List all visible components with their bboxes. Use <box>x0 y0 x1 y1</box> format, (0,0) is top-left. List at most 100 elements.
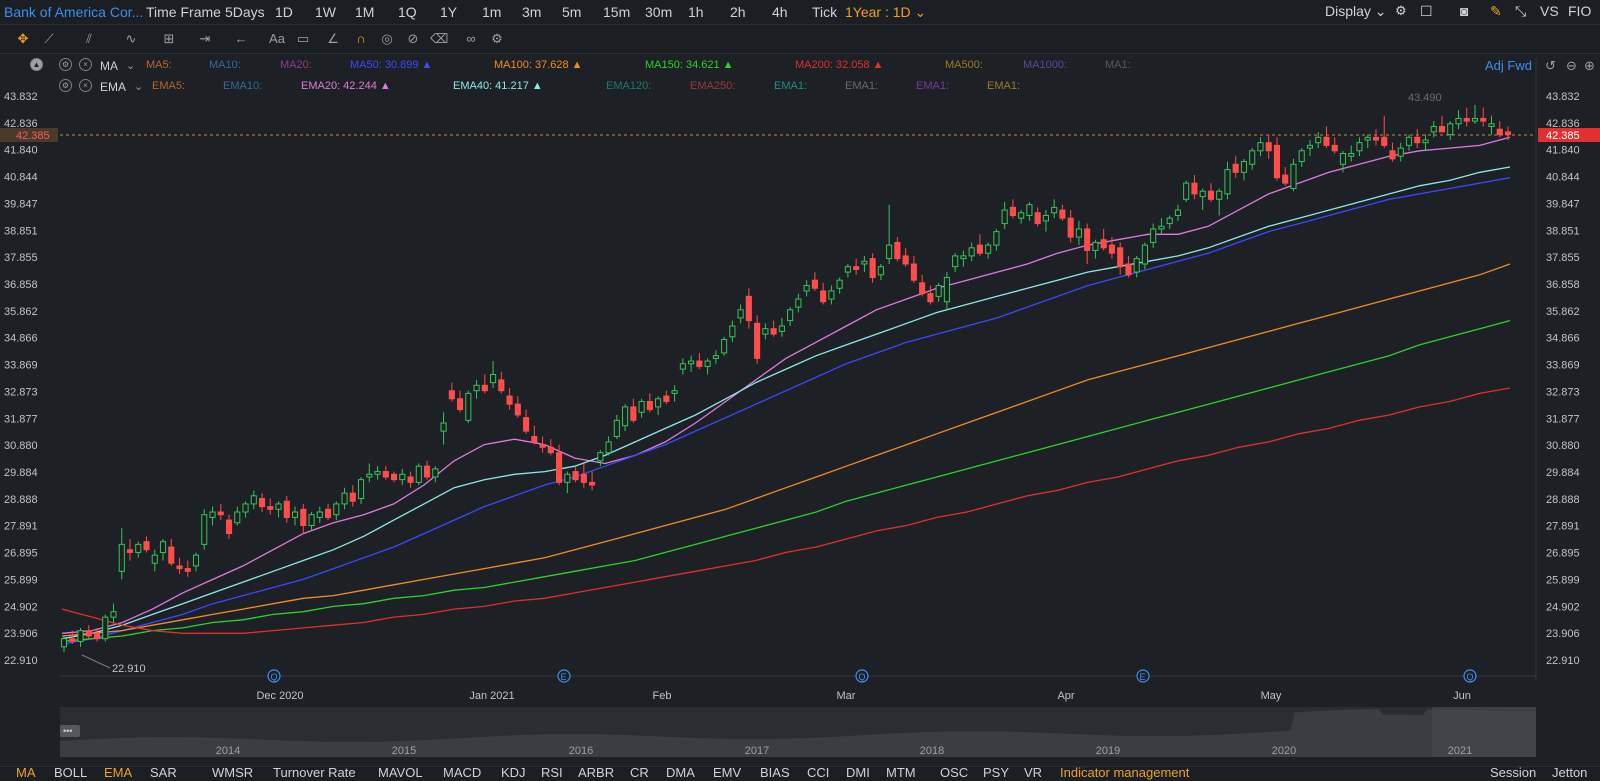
ma-close-icon[interactable]: × <box>79 58 92 71</box>
pencil-icon[interactable]: ✎ <box>1490 3 1502 19</box>
chevron-down-icon[interactable]: ⌄ <box>126 60 136 72</box>
x-tick-label: Jan 2021 <box>469 690 514 702</box>
trash-icon[interactable]: ⌫ <box>430 31 449 46</box>
timeframe-1y[interactable]: 1Y <box>440 4 458 20</box>
ma-name[interactable]: MA <box>100 59 118 73</box>
tab-kdj[interactable]: KDJ <box>501 766 526 780</box>
tab-mtm[interactable]: MTM <box>886 766 916 780</box>
candle-body <box>424 465 431 478</box>
ema-close-icon[interactable]: × <box>79 79 92 92</box>
gear-icon[interactable]: ⚙ <box>491 31 503 46</box>
hide-icon[interactable]: ⊘ <box>407 31 419 46</box>
tab-session[interactable]: Session <box>1490 766 1537 780</box>
timeframe-tick[interactable]: Tick <box>812 4 838 20</box>
ruler-icon[interactable]: ∠ <box>327 31 339 46</box>
tab-turnover-rate[interactable]: Turnover Rate <box>273 766 356 780</box>
tab-cr[interactable]: CR <box>630 766 649 780</box>
ema-settings-icon[interactable]: ⚙ <box>59 79 72 92</box>
link-icon[interactable]: ∞ <box>466 31 476 46</box>
candle-body <box>250 495 257 505</box>
timeframe-5m[interactable]: 5m <box>562 4 582 20</box>
magnet-icon[interactable]: ∩ <box>356 31 366 46</box>
timeframe-30m[interactable]: 30m <box>645 4 673 20</box>
timeframe-1d[interactable]: 1D <box>275 4 293 20</box>
comment-icon[interactable]: ▭ <box>296 31 310 46</box>
ma-settings-icon[interactable]: ⚙ <box>59 58 72 71</box>
symbol-name[interactable]: Bank of America Cor... <box>4 4 144 20</box>
y-tick-right: 25.899 <box>1546 574 1580 586</box>
fullscreen-icon[interactable]: ⤡ <box>1515 3 1527 19</box>
undo-icon[interactable]: ↺ <box>1545 58 1556 73</box>
timeframe-2h[interactable]: 2h <box>730 4 746 20</box>
text-tool-icon[interactable]: Aa <box>269 31 285 46</box>
tab-dma[interactable]: DMA <box>666 766 695 780</box>
y-tick-left: 38.851 <box>4 225 38 237</box>
candle-body <box>1273 144 1281 179</box>
display-menu[interactable]: Display ⌄ <box>1325 3 1387 19</box>
trendline-icon[interactable]: ⟋ <box>44 31 54 46</box>
candle-body <box>1141 244 1148 265</box>
candle-body <box>225 519 233 535</box>
tab-cci[interactable]: CCI <box>807 766 830 780</box>
tab-macd[interactable]: MACD <box>443 766 482 780</box>
chevron-down-icon[interactable]: ⌄ <box>134 81 144 93</box>
settings-icon[interactable]: ⚙ <box>1395 3 1407 18</box>
tab-arbr[interactable]: ARBR <box>578 766 615 780</box>
candle-body <box>1405 136 1413 146</box>
y-tick-right: 27.891 <box>1546 521 1580 533</box>
collapse-icon[interactable]: ▲ <box>30 58 43 71</box>
tab-bias[interactable]: BIAS <box>760 766 790 780</box>
tab-ma[interactable]: MA <box>16 766 36 780</box>
fibonacci-icon[interactable]: ⊞ <box>163 31 175 46</box>
candle-body <box>910 263 917 281</box>
candle-body <box>704 360 711 367</box>
tab-osc[interactable]: OSC <box>940 766 969 780</box>
tab-jetton[interactable]: Jetton <box>1552 766 1588 780</box>
tab-sar[interactable]: SAR <box>150 766 177 780</box>
zoom-out-icon[interactable]: ⊖ <box>1566 58 1577 73</box>
eye-icon[interactable]: ◎ <box>381 31 393 46</box>
tab-ema[interactable]: EMA <box>104 766 133 780</box>
timeframe-1m[interactable]: 1m <box>482 4 502 20</box>
channel-icon[interactable]: ⫽ <box>86 31 92 46</box>
tab-boll[interactable]: BOLL <box>54 766 88 780</box>
range-selector[interactable]: 1Year : 1D ⌄ <box>845 4 927 20</box>
ema-name[interactable]: EMA <box>100 80 127 94</box>
timeframe-15m[interactable]: 15m <box>603 4 631 20</box>
arrow-left-icon[interactable]: ← <box>234 31 248 46</box>
timeframe-1m[interactable]: 1M <box>355 4 375 20</box>
y-tick-left: 35.862 <box>4 306 38 318</box>
window-icon[interactable]: ☐ <box>1420 3 1433 19</box>
timeframe-4h[interactable]: 4h <box>772 4 788 20</box>
tab-rsi[interactable]: RSI <box>541 766 563 780</box>
candle-body <box>655 398 662 408</box>
fio-button[interactable]: FIO <box>1568 3 1592 19</box>
timeframe-3m[interactable]: 3m <box>522 4 542 20</box>
tab-vr[interactable]: VR <box>1024 766 1043 780</box>
adj-fwd-button[interactable]: Adj Fwd <box>1485 58 1532 73</box>
timeframe-1q[interactable]: 1Q <box>398 4 417 20</box>
timeframe-5days[interactable]: 5Days <box>225 4 265 20</box>
measure-icon[interactable]: ⇥ <box>199 31 211 46</box>
candle-body <box>209 511 216 518</box>
tab-indicator-management[interactable]: Indicator management <box>1060 766 1190 780</box>
tab-psy[interactable]: PSY <box>983 766 1010 780</box>
candle-body <box>382 471 389 478</box>
tab-wmsr[interactable]: WMSR <box>212 766 254 780</box>
timeframe-1h[interactable]: 1h <box>688 4 704 20</box>
legend-ema1: EMA1: <box>987 80 1021 92</box>
candle-body <box>762 328 769 335</box>
tab-dmi[interactable]: DMI <box>846 766 870 780</box>
candle-body <box>671 390 678 394</box>
zoom-in-icon[interactable]: ⊕ <box>1584 58 1595 73</box>
candle-body <box>820 290 827 303</box>
y-tick-right: 32.873 <box>1546 386 1580 398</box>
timeframe-1w[interactable]: 1W <box>315 4 336 20</box>
vs-button[interactable]: VS <box>1540 3 1559 19</box>
tab-emv[interactable]: EMV <box>713 766 742 780</box>
wave-icon[interactable]: ∿ <box>125 31 137 46</box>
camera-icon[interactable]: ◙ <box>1460 3 1469 19</box>
crosshair-icon[interactable]: ✥ <box>17 31 29 46</box>
tab-mavol[interactable]: MAVOL <box>378 766 423 780</box>
